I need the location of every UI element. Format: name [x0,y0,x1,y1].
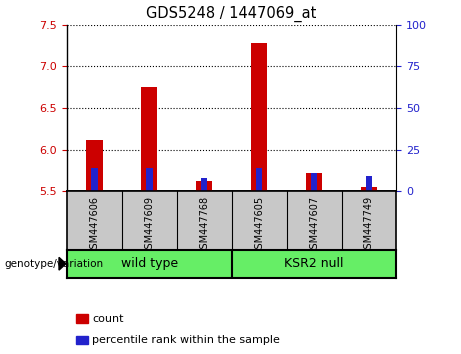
Bar [361,187,377,191]
Title: GDS5248 / 1447069_at: GDS5248 / 1447069_at [147,6,317,22]
Bar [366,176,372,191]
Bar [306,173,322,191]
Polygon shape [59,257,66,270]
Text: KSR2 null: KSR2 null [284,257,344,270]
Bar [146,168,153,191]
Bar [91,168,98,191]
Text: GSM447605: GSM447605 [254,196,264,255]
Text: GSM447768: GSM447768 [199,196,209,255]
Bar [256,168,262,191]
Bar [201,178,207,191]
Bar [251,43,267,191]
Text: count: count [92,314,124,324]
Text: percentile rank within the sample: percentile rank within the sample [92,335,280,345]
Text: GSM447606: GSM447606 [89,196,99,255]
Bar [311,173,317,191]
Text: wild type: wild type [121,257,178,270]
Bar [141,87,158,191]
Text: GSM447749: GSM447749 [364,196,374,255]
Bar [76,336,88,344]
Text: genotype/variation: genotype/variation [5,259,104,269]
Bar [86,139,102,191]
Bar [196,181,213,191]
Bar [76,314,88,323]
Text: GSM447607: GSM447607 [309,196,319,255]
Text: GSM447609: GSM447609 [144,196,154,255]
